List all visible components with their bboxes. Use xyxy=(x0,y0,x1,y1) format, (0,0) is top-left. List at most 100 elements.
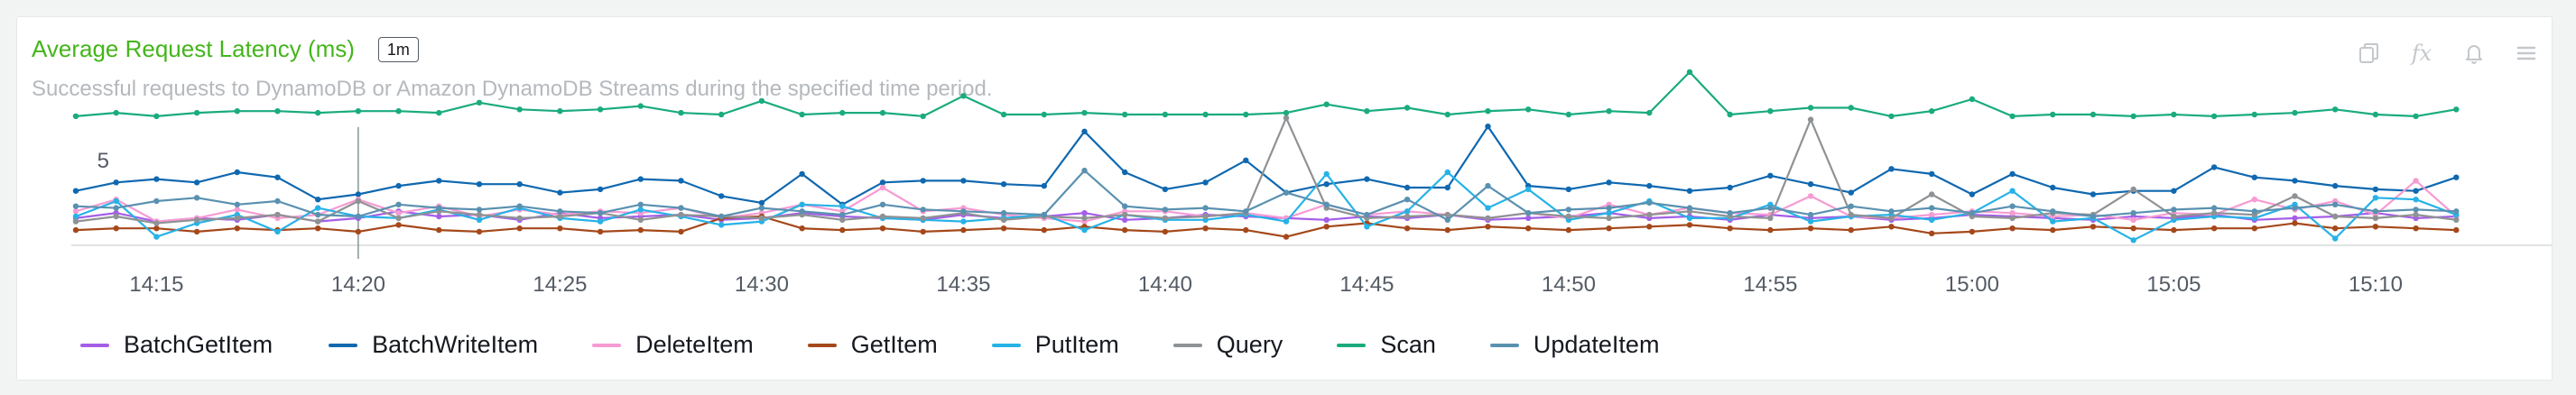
data-point[interactable] xyxy=(2413,207,2419,213)
data-point[interactable] xyxy=(234,169,240,176)
data-point[interactable] xyxy=(395,215,402,222)
data-point[interactable] xyxy=(355,198,362,205)
data-point[interactable] xyxy=(1283,218,1290,225)
data-point[interactable] xyxy=(1122,211,1128,218)
data-point[interactable] xyxy=(274,228,281,235)
data-point[interactable] xyxy=(1283,189,1290,196)
data-point[interactable] xyxy=(879,179,886,186)
data-point[interactable] xyxy=(557,213,563,220)
data-point[interactable] xyxy=(72,218,79,225)
data-point[interactable] xyxy=(1848,211,1854,218)
data-point[interactable] xyxy=(1686,188,1693,194)
data-point[interactable] xyxy=(1969,191,1976,198)
data-point[interactable] xyxy=(839,109,846,116)
menu-icon[interactable] xyxy=(2512,39,2541,68)
data-point[interactable] xyxy=(1807,193,1814,199)
data-point[interactable] xyxy=(1686,205,1693,211)
data-point[interactable] xyxy=(113,109,119,116)
data-point[interactable] xyxy=(1202,205,1209,211)
data-point[interactable] xyxy=(1565,111,1572,118)
data-point[interactable] xyxy=(1323,101,1330,107)
data-point[interactable] xyxy=(758,199,765,207)
data-point[interactable] xyxy=(274,211,281,218)
copy-icon[interactable] xyxy=(2355,39,2384,68)
data-point[interactable] xyxy=(1606,205,1612,211)
data-point[interactable] xyxy=(1646,182,1653,189)
data-point[interactable] xyxy=(395,210,402,216)
data-point[interactable] xyxy=(1807,225,1814,232)
data-point[interactable] xyxy=(718,213,725,220)
data-point[interactable] xyxy=(2372,111,2379,118)
series-line-putitem[interactable] xyxy=(75,170,2457,242)
data-point[interactable] xyxy=(2090,224,2097,230)
data-point[interactable] xyxy=(1929,191,1935,198)
data-point[interactable] xyxy=(113,205,119,211)
data-point[interactable] xyxy=(1485,205,1491,211)
series-line-getitem[interactable] xyxy=(75,215,2457,238)
data-point[interactable] xyxy=(1929,205,1935,211)
data-point[interactable] xyxy=(758,205,765,211)
data-point[interactable] xyxy=(839,226,846,234)
data-point[interactable] xyxy=(1404,225,1411,232)
data-point[interactable] xyxy=(1081,210,1088,216)
data-point[interactable] xyxy=(1243,226,1249,234)
data-point[interactable] xyxy=(960,208,967,215)
data-point[interactable] xyxy=(1807,211,1814,218)
data-point[interactable] xyxy=(1041,211,1048,218)
data-point[interactable] xyxy=(1444,226,1451,234)
data-point[interactable] xyxy=(1162,186,1169,193)
data-point[interactable] xyxy=(395,108,402,115)
data-point[interactable] xyxy=(1807,105,1814,111)
data-point[interactable] xyxy=(1283,115,1290,121)
data-point[interactable] xyxy=(1646,109,1653,116)
data-point[interactable] xyxy=(2009,225,2015,232)
data-point[interactable] xyxy=(2332,213,2339,220)
data-point[interactable] xyxy=(1202,111,1209,118)
data-point[interactable] xyxy=(1404,105,1411,111)
data-point[interactable] xyxy=(1565,213,1572,220)
data-point[interactable] xyxy=(2171,111,2177,118)
data-point[interactable] xyxy=(1807,218,1814,225)
data-point[interactable] xyxy=(2453,208,2460,215)
data-point[interactable] xyxy=(1485,124,1491,130)
data-point[interactable] xyxy=(1404,184,1411,191)
data-point[interactable] xyxy=(1162,111,1169,118)
data-point[interactable] xyxy=(1202,213,1209,220)
data-point[interactable] xyxy=(234,225,240,232)
data-point[interactable] xyxy=(1404,197,1411,203)
data-point[interactable] xyxy=(2090,213,2097,220)
data-point[interactable] xyxy=(72,113,79,120)
data-point[interactable] xyxy=(1364,176,1370,182)
data-point[interactable] xyxy=(274,174,281,180)
data-point[interactable] xyxy=(1485,182,1491,189)
widget-title[interactable]: Average Request Latency (ms) xyxy=(32,35,355,62)
data-point[interactable] xyxy=(2251,197,2257,203)
data-point[interactable] xyxy=(1606,225,1612,232)
data-point[interactable] xyxy=(516,106,523,113)
data-point[interactable] xyxy=(1283,234,1290,240)
data-point[interactable] xyxy=(1929,211,1935,218)
data-point[interactable] xyxy=(315,109,321,116)
data-point[interactable] xyxy=(2332,201,2339,207)
data-point[interactable] xyxy=(1122,203,1128,209)
data-point[interactable] xyxy=(1525,215,1532,222)
data-point[interactable] xyxy=(315,211,321,218)
data-point[interactable] xyxy=(1000,216,1007,223)
data-point[interactable] xyxy=(1767,215,1774,222)
data-point[interactable] xyxy=(2210,210,2218,216)
data-point[interactable] xyxy=(234,108,240,115)
data-point[interactable] xyxy=(1525,210,1532,216)
data-point[interactable] xyxy=(1364,108,1370,115)
data-point[interactable] xyxy=(436,213,442,220)
data-point[interactable] xyxy=(1646,199,1653,207)
data-point[interactable] xyxy=(436,178,442,184)
data-point[interactable] xyxy=(1081,167,1088,174)
data-point[interactable] xyxy=(1848,226,1854,234)
data-point[interactable] xyxy=(1444,211,1451,218)
data-point[interactable] xyxy=(2372,195,2379,201)
data-point[interactable] xyxy=(1000,225,1007,232)
data-point[interactable] xyxy=(2090,111,2097,118)
data-point[interactable] xyxy=(1969,228,1976,235)
series-line-updateitem[interactable] xyxy=(75,170,2457,221)
data-point[interactable] xyxy=(1727,225,1733,232)
